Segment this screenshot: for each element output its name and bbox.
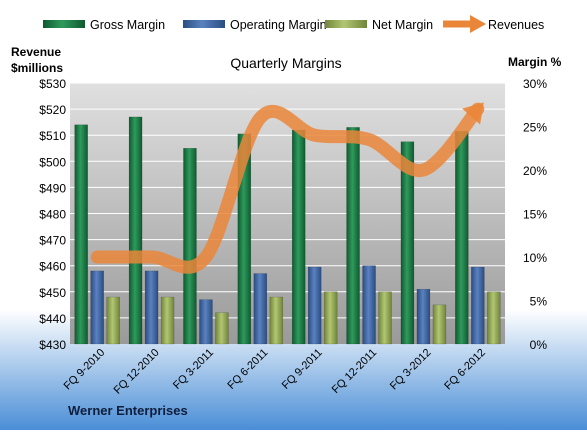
right-tick-label: 20% — [523, 164, 547, 178]
bar-gross-margin-fq-9-2010 — [75, 125, 88, 344]
legend-label-revenues: Revenues — [488, 18, 544, 32]
bar-gross-margin-fq-12-2010 — [129, 117, 142, 344]
bar-net-margin-fq-6-2012 — [487, 292, 500, 344]
legend-swatch-gross-margin — [43, 20, 85, 28]
left-tick-label: $500 — [39, 155, 66, 169]
left-tick-label: $510 — [39, 129, 66, 143]
legend-label-gross-margin: Gross Margin — [90, 18, 165, 32]
legend-label-operating-margin: Operating Margin — [230, 18, 327, 32]
left-tick-label: $430 — [39, 338, 66, 352]
left-tick-label: $530 — [39, 77, 66, 91]
bar-gross-margin-fq-6-2012 — [455, 131, 468, 344]
bar-net-margin-fq-6-2011 — [270, 297, 283, 344]
bar-net-margin-fq-9-2011 — [324, 292, 337, 344]
left-tick-label: $460 — [39, 260, 66, 274]
legend-swatch-operating-margin — [183, 20, 225, 28]
bar-operating-margin-fq-6-2012 — [471, 267, 484, 344]
left-tick-label: $480 — [39, 208, 66, 222]
right-tick-label: 30% — [523, 77, 547, 91]
chart-title: Quarterly Margins — [230, 55, 341, 71]
bar-net-margin-fq-3-2012 — [433, 305, 446, 344]
right-tick-label: 10% — [523, 251, 547, 265]
left-axis-title-line1: Revenue — [11, 45, 61, 59]
bar-operating-margin-fq-6-2011 — [254, 274, 267, 344]
bar-operating-margin-fq-12-2010 — [145, 271, 158, 344]
left-tick-label: $440 — [39, 312, 66, 326]
left-tick-label: $490 — [39, 181, 66, 195]
right-tick-label: 0% — [530, 338, 548, 352]
bar-gross-margin-fq-3-2011 — [183, 148, 196, 344]
bar-net-margin-fq-9-2010 — [107, 297, 120, 344]
bar-net-margin-fq-12-2010 — [161, 297, 174, 344]
left-tick-label: $450 — [39, 286, 66, 300]
right-axis-title: Margin % — [508, 55, 562, 69]
company-name: Werner Enterprises — [68, 403, 188, 418]
left-tick-label: $520 — [39, 103, 66, 117]
right-tick-label: 25% — [523, 121, 547, 135]
bar-operating-margin-fq-3-2012 — [417, 289, 430, 344]
left-axis-title-line2: $millions — [11, 61, 63, 75]
right-tick-label: 5% — [530, 295, 548, 309]
right-tick-label: 15% — [523, 208, 547, 222]
bar-gross-margin-fq-12-2011 — [347, 127, 360, 344]
bar-operating-margin-fq-9-2011 — [308, 267, 321, 344]
bar-operating-margin-fq-3-2011 — [199, 300, 212, 344]
bar-gross-margin-fq-9-2011 — [292, 130, 305, 344]
bar-operating-margin-fq-9-2010 — [91, 271, 104, 344]
legend-swatch-net-margin — [325, 20, 367, 28]
legend-label-net-margin: Net Margin — [372, 18, 433, 32]
bar-operating-margin-fq-12-2011 — [363, 266, 376, 344]
left-tick-label: $470 — [39, 234, 66, 248]
bar-net-margin-fq-3-2011 — [215, 313, 228, 344]
bar-net-margin-fq-12-2011 — [379, 292, 392, 344]
